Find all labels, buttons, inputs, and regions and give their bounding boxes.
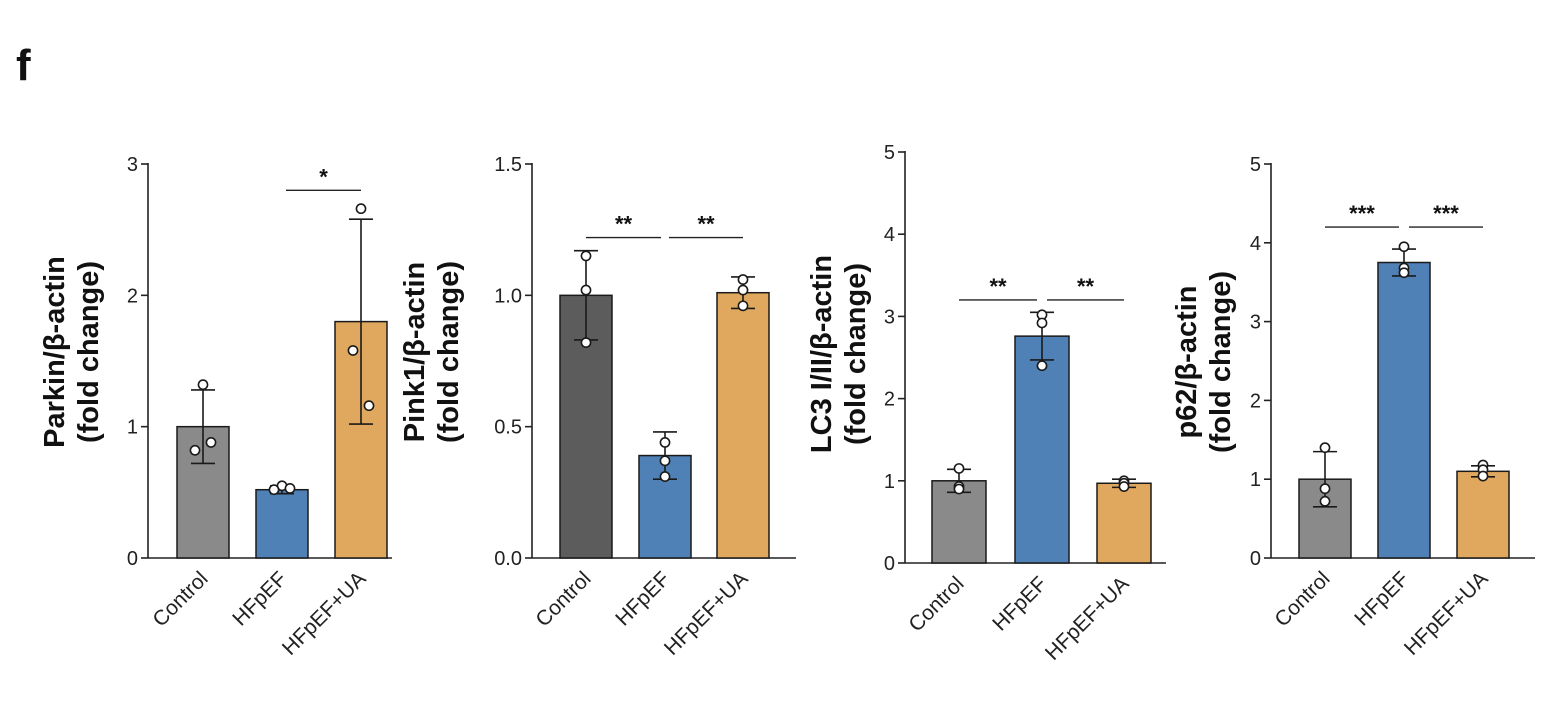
data-point	[953, 463, 965, 474]
category-label: HFpEF	[988, 572, 1051, 635]
y-tick-label: 1	[884, 471, 895, 493]
y-axis-label-line2: (fold change)	[433, 261, 465, 443]
y-tick-label: 1.5	[494, 154, 522, 176]
data-point	[347, 345, 359, 356]
y-axis-label-line2: (fold change)	[73, 261, 105, 443]
category-label: HFpEF	[611, 567, 674, 630]
category-label: Control	[1270, 567, 1334, 631]
significance-label: ***	[1349, 201, 1375, 226]
bar-hfpef	[1014, 335, 1070, 564]
significance-label: **	[1077, 274, 1095, 299]
category-label: Control	[148, 567, 212, 631]
data-point	[1319, 495, 1331, 507]
category-label: Control	[531, 567, 595, 631]
category-label: HFpEF	[228, 567, 291, 630]
significance-label: ***	[1433, 201, 1459, 226]
y-tick-label: 1	[127, 417, 138, 439]
data-point	[197, 379, 209, 391]
data-point	[1319, 483, 1331, 495]
data-point	[1398, 267, 1410, 279]
y-tick-label: 0	[127, 548, 138, 570]
y-axis-label: p62/β-actin(fold change)	[1171, 271, 1237, 453]
category-label: HFpEF+UA	[660, 567, 753, 660]
data-point	[205, 437, 217, 448]
y-tick-label: 3	[127, 154, 138, 176]
y-tick-label: 5	[1250, 154, 1261, 176]
y-tick-label: 3	[884, 306, 895, 328]
y-axis-label: Pink1/β-actin(fold change)	[399, 261, 465, 443]
bar-hfpef-ua	[716, 291, 770, 559]
y-axis-label-line1: Pink1/β-actin	[399, 262, 431, 442]
significance-label: **	[697, 212, 715, 237]
data-point	[363, 400, 375, 412]
significance-label: **	[989, 274, 1007, 299]
y-tick-label: 0.5	[494, 417, 522, 439]
panel-letter: f	[16, 41, 31, 90]
category-label: HFpEF+UA	[278, 567, 371, 660]
data-point	[1118, 481, 1130, 492]
significance-label: *	[319, 164, 328, 189]
data-point	[268, 484, 280, 496]
y-tick-label: 4	[1250, 233, 1261, 255]
category-label: HFpEF	[1350, 567, 1413, 630]
data-point	[737, 274, 749, 285]
y-axis-label-line2: (fold change)	[1205, 271, 1237, 453]
data-point	[1319, 442, 1331, 454]
data-point	[355, 203, 367, 215]
category-label: Control	[904, 572, 968, 636]
bar-hfpef	[1377, 261, 1431, 559]
data-point	[580, 284, 592, 296]
bar-hfpef-ua	[1456, 470, 1510, 559]
y-tick-label: 5	[884, 142, 895, 164]
data-point	[1036, 317, 1048, 329]
category-label: HFpEF+UA	[1041, 572, 1134, 665]
y-axis-label-line1: Parkin/β-actin	[39, 256, 71, 448]
y-tick-label: 2	[884, 389, 895, 411]
y-tick-label: 0.0	[494, 548, 522, 570]
y-tick-label: 1.0	[494, 285, 522, 307]
bar-control	[931, 480, 987, 564]
data-point	[1036, 360, 1048, 372]
data-point	[953, 483, 965, 495]
data-point	[284, 482, 296, 494]
category-label: HFpEF+UA	[1400, 567, 1493, 660]
y-tick-label: 2	[127, 285, 138, 307]
y-axis-label-line1: LC3 I/II/β-actin	[806, 255, 838, 453]
y-tick-label: 0	[1250, 548, 1261, 570]
data-point	[189, 444, 201, 456]
y-axis-label-line2: (fold change)	[840, 263, 872, 445]
y-tick-label: 1	[1250, 469, 1261, 491]
significance-label: **	[615, 212, 633, 237]
bar-hfpef	[255, 488, 309, 559]
y-axis-label: LC3 I/II/β-actin(fold change)	[806, 255, 872, 453]
y-axis-label-line1: p62/β-actin	[1171, 285, 1203, 438]
data-point	[1398, 241, 1410, 253]
data-point	[580, 337, 592, 349]
data-point	[737, 284, 749, 296]
data-point	[737, 300, 749, 312]
data-point	[659, 455, 671, 467]
y-tick-label: 2	[1250, 390, 1261, 412]
data-point	[580, 250, 592, 262]
bar-hfpef-ua	[1096, 482, 1152, 564]
y-axis-label: Parkin/β-actin(fold change)	[39, 256, 105, 448]
data-point	[659, 471, 671, 482]
data-point	[1477, 470, 1489, 482]
data-point	[659, 437, 671, 448]
y-tick-label: 0	[884, 553, 895, 575]
y-tick-label: 4	[884, 224, 895, 246]
y-tick-label: 3	[1250, 312, 1261, 334]
